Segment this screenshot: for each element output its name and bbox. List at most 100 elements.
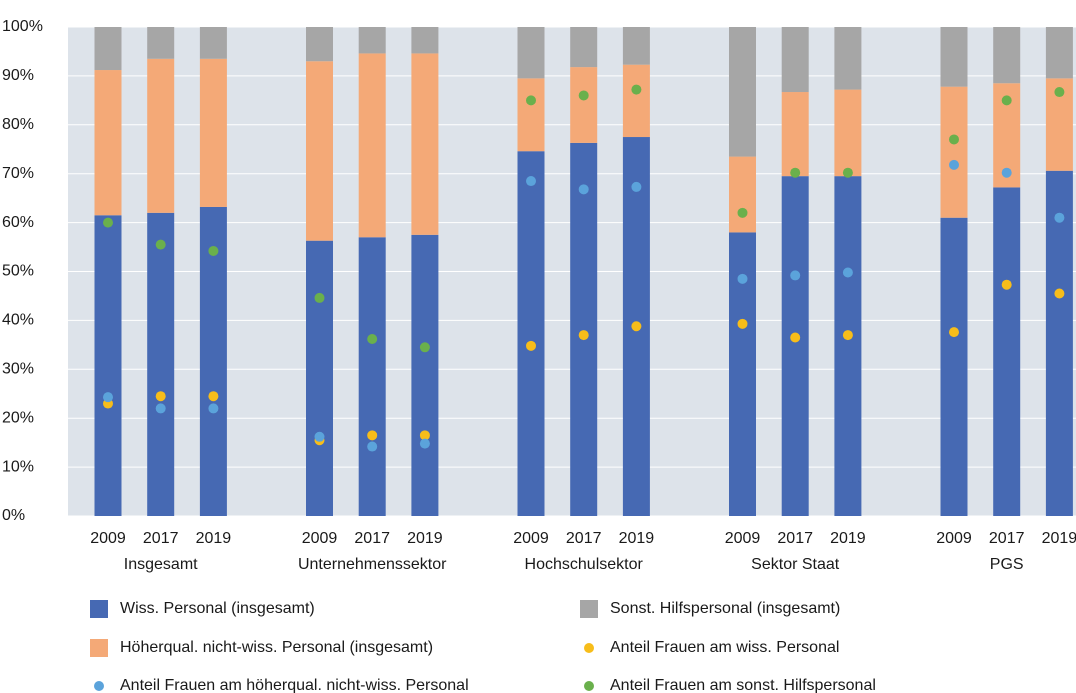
bar-segment <box>517 151 545 516</box>
x-tick-label: 2019 <box>830 530 866 547</box>
legend-swatch <box>90 600 108 618</box>
group-label: Insgesamt <box>124 556 198 573</box>
legend-label: Anteil Frauen am sonst. Hilfspersonal <box>610 677 876 693</box>
group-label: Unternehmenssektor <box>298 556 447 573</box>
x-tick-label: 2017 <box>354 530 390 547</box>
dot <box>1054 212 1065 223</box>
dot <box>1054 288 1065 299</box>
x-tick-label: 2019 <box>619 530 655 547</box>
dot <box>526 176 536 187</box>
dot <box>578 90 589 101</box>
group-label: PGS <box>990 556 1024 573</box>
bar-segment <box>358 27 386 54</box>
bar-segment <box>622 64 650 138</box>
x-tick-label: 2009 <box>513 530 549 547</box>
bar-segment <box>358 237 386 516</box>
bar-segment <box>1045 170 1073 517</box>
legend-label: Höherqual. nicht-wiss. Personal (insgesa… <box>120 639 433 656</box>
dot <box>526 95 536 106</box>
bar-segment <box>147 58 175 213</box>
dot <box>208 403 219 414</box>
x-tick-label: 2017 <box>143 530 179 547</box>
bar-segment <box>940 86 968 218</box>
bar-segment <box>517 27 545 79</box>
legend-label: Anteil Frauen am höherqual. nicht-wiss. … <box>120 677 469 693</box>
dot <box>842 330 853 341</box>
bar-segment <box>358 53 386 238</box>
dot <box>1001 279 1012 290</box>
bar-segment <box>781 92 809 177</box>
y-tick-label: 50% <box>2 263 34 280</box>
dot <box>208 391 219 402</box>
bar-segment <box>781 176 809 516</box>
dot <box>631 181 642 192</box>
bar-segment <box>306 61 333 241</box>
legend-label: Anteil Frauen am wiss. Personal <box>610 639 839 656</box>
dot <box>949 327 959 338</box>
y-tick-label: 60% <box>2 214 34 231</box>
bar-segment <box>306 27 333 62</box>
bar-segment <box>411 27 439 54</box>
dot <box>631 84 642 95</box>
dot <box>790 270 801 281</box>
bar-segment <box>781 27 809 93</box>
bar-segment <box>199 206 227 516</box>
x-tick-label: 2017 <box>989 530 1025 547</box>
dot <box>949 134 959 145</box>
bar-segment <box>993 187 1021 516</box>
dot <box>578 184 589 195</box>
dot <box>367 430 378 441</box>
legend-swatch <box>90 639 108 657</box>
dot <box>419 342 430 353</box>
x-tick-label: 2009 <box>90 530 126 547</box>
dot <box>578 330 589 341</box>
bar-segment <box>199 58 227 207</box>
y-tick-label: 10% <box>2 458 34 475</box>
bar-segment <box>570 67 598 143</box>
x-tick-label: 2017 <box>566 530 602 547</box>
bar-segment <box>411 53 439 235</box>
bar-segment <box>147 212 175 516</box>
legend-label: Sonst. Hilfspersonal (insgesamt) <box>610 600 840 617</box>
group-label: Hochschulsektor <box>525 556 644 573</box>
y-tick-label: 100% <box>2 18 43 35</box>
dot <box>790 167 801 178</box>
y-tick-label: 70% <box>2 165 34 182</box>
dot <box>155 391 166 402</box>
bar-segment <box>834 176 862 516</box>
group-label: Sektor Staat <box>751 556 840 573</box>
legend-swatch <box>580 600 598 618</box>
bar-segment <box>94 27 122 71</box>
y-tick-label: 80% <box>2 116 34 133</box>
bar-segment <box>199 27 227 59</box>
x-tick-label: 2019 <box>407 530 443 547</box>
dot <box>208 245 219 256</box>
legend-label: Wiss. Personal (insgesamt) <box>120 600 315 617</box>
bar-segment <box>570 27 598 68</box>
bar-segment <box>147 27 175 59</box>
x-tick-label: 2019 <box>1042 530 1076 547</box>
x-tick-label: 2009 <box>936 530 972 547</box>
dot <box>314 431 325 442</box>
bar-segment <box>622 27 650 65</box>
dot <box>103 217 113 228</box>
dot <box>1001 167 1012 178</box>
bar-segment <box>94 215 122 516</box>
dot <box>737 318 748 329</box>
dot <box>737 273 748 284</box>
bar-segment <box>834 27 862 90</box>
bar-segment <box>940 217 968 516</box>
bar-segment <box>94 70 122 216</box>
dot <box>155 239 166 250</box>
x-tick-label: 2019 <box>196 530 232 547</box>
dot <box>103 392 113 403</box>
legend-swatch <box>584 643 594 653</box>
legend-swatch <box>584 681 594 691</box>
bar-segment <box>1045 27 1073 79</box>
dot <box>949 159 959 170</box>
bar-segment <box>411 234 439 516</box>
dot <box>790 332 801 343</box>
y-tick-label: 20% <box>2 409 34 426</box>
dot <box>155 403 166 414</box>
